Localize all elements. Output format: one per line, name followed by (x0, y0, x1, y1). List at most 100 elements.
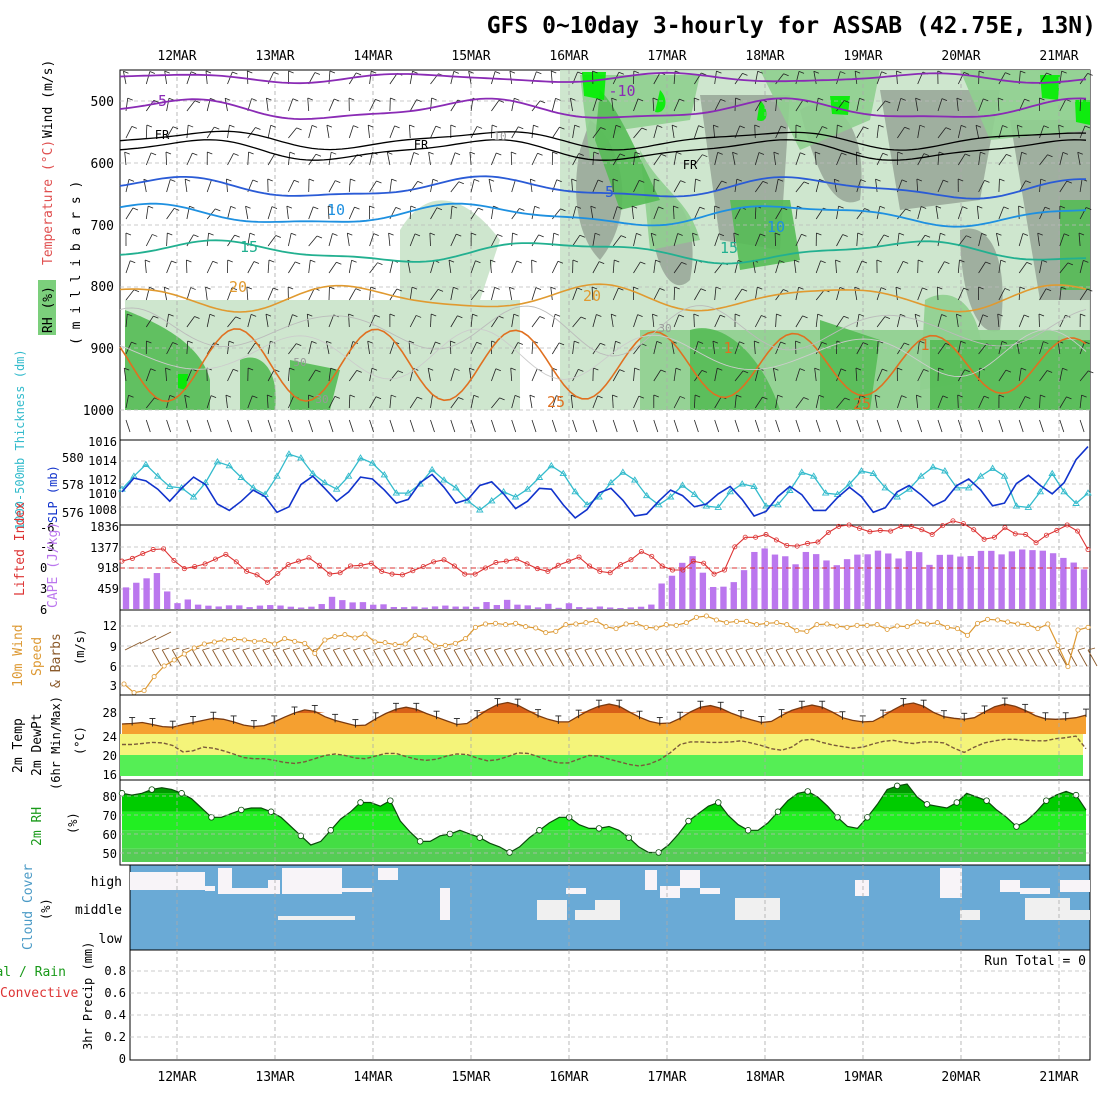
upper-wind-barb-flag (734, 313, 741, 317)
upper-wind-barb (227, 153, 234, 166)
lifted-index-marker (348, 563, 354, 569)
upper-wind-barb (936, 286, 939, 301)
upper-wind-barb (937, 98, 943, 112)
upper-wind-barb-flag (1025, 396, 1031, 399)
lifted-index-marker (919, 527, 925, 533)
upper-wind-barb-flag (817, 313, 823, 317)
upper-wind-barb-flag (1084, 125, 1091, 129)
upper-wind-barb (1018, 262, 1028, 274)
precip-ylabel-1: Total / Rain (0, 965, 66, 980)
wind10-barb (363, 649, 373, 667)
upper-wind-barb (836, 315, 845, 328)
pressure-tick: 500 (91, 95, 114, 110)
wind10-barb (986, 649, 997, 667)
wind10-barb (403, 649, 414, 667)
upper-wind-barb-flag (776, 313, 782, 317)
wind10-marker (764, 620, 770, 626)
cape-bar (370, 604, 377, 609)
wind10-barb-flag (876, 647, 884, 651)
thickness-marker (1024, 503, 1033, 510)
rh2m-marker (923, 801, 931, 808)
cape-tick: 459 (97, 582, 119, 596)
wind10-barb-flag (987, 647, 995, 651)
upper-wind-barb (815, 314, 819, 328)
upper-wind-barb (998, 260, 1002, 274)
upper-wind-barb (551, 261, 559, 274)
upper-wind-barb (754, 315, 762, 328)
cape-bar (740, 570, 748, 609)
upper-wind-barb (592, 98, 598, 112)
thickness-marker (845, 480, 854, 487)
upper-wind-barb-flag (897, 151, 903, 155)
lifted-index-marker (566, 558, 572, 564)
thickness-marker (642, 491, 651, 499)
upper-wind-barb-flag (326, 124, 333, 128)
upper-wind-barb-flag (639, 179, 645, 183)
upper-wind-barb (247, 419, 253, 433)
upper-wind-barb (856, 395, 861, 409)
precip-tick: 0 (119, 1052, 126, 1066)
cloud-level-label: middle (75, 903, 122, 918)
upper-wind-barb (267, 260, 270, 274)
upper-wind-barb (531, 71, 537, 85)
upper-wind-barb-flag (658, 206, 664, 210)
thickness-marker (368, 459, 377, 466)
wind10-barb (604, 649, 615, 667)
upper-wind-barb (795, 287, 799, 301)
rh2m-marker (416, 838, 424, 845)
upper-wind-barb (572, 234, 581, 247)
cloud-gap (1020, 888, 1050, 894)
upper-wind-barb-flag (619, 369, 625, 373)
upper-wind-barb (531, 341, 534, 355)
upper-wind-barb-flag (560, 208, 566, 212)
upper-wind-barb-flag (130, 260, 136, 264)
upper-wind-barb-flag (250, 314, 257, 317)
upper-wind-barb-flag (718, 233, 725, 237)
upper-wind-barb-flag (742, 370, 749, 374)
upper-wind-barb (288, 368, 290, 382)
upper-wind-barb-flag (596, 314, 602, 317)
wind10-barb-flag (655, 647, 663, 651)
upper-wind-barb-flag (640, 261, 646, 265)
upper-wind-barb (978, 233, 982, 247)
thickness-marker (702, 502, 711, 509)
upper-wind-barb (775, 313, 777, 328)
upper-wind-barb-flag (938, 367, 944, 371)
upper-wind-barb (836, 152, 842, 166)
wind10-marker (754, 622, 760, 628)
upper-wind-barb (673, 286, 676, 301)
wind10-barb-flag (464, 647, 472, 651)
upper-wind-barb (734, 207, 742, 220)
wind10-marker (804, 628, 810, 634)
upper-wind-barb-flag (1066, 180, 1073, 184)
date-labels-bottom: 12MAR 13MAR 14MAR 15MAR 16MAR 17MAR 18MA… (157, 1070, 1078, 1085)
upper-wind-barb-flag (437, 289, 444, 292)
wind10-barb-flag (232, 647, 240, 651)
temp-band-green (120, 755, 1083, 776)
wind10-barb (886, 649, 897, 667)
wind10-barb (554, 649, 565, 667)
upper-wind-barb-flag (208, 232, 214, 236)
upper-wind-barb (186, 419, 192, 433)
upper-wind-barb-flag (132, 207, 139, 211)
thickness-marker (774, 500, 782, 508)
upper-wind-barb (509, 287, 513, 301)
cape-bar (699, 572, 707, 609)
upper-wind-barb (369, 368, 373, 382)
date-label: 15MAR (451, 1070, 490, 1085)
upper-wind-barb (876, 316, 886, 328)
upper-wind-barb (612, 394, 614, 409)
upper-wind-barb-flag (661, 153, 667, 157)
rh2m-marker (178, 790, 185, 797)
upper-wind-barb (935, 206, 939, 220)
minus10-contour (119, 71, 1087, 85)
upper-wind-barb-flag (186, 259, 192, 263)
wind10-barb (574, 649, 585, 667)
temp2m-line (121, 701, 1087, 728)
upper-wind-barb-flag (1001, 341, 1008, 344)
upper-wind-barb-flag (882, 152, 888, 156)
upper-wind-barb (895, 287, 898, 301)
wind10-barb (544, 649, 555, 667)
cloud-level-label: high (91, 875, 122, 890)
cape-bar (545, 603, 552, 609)
